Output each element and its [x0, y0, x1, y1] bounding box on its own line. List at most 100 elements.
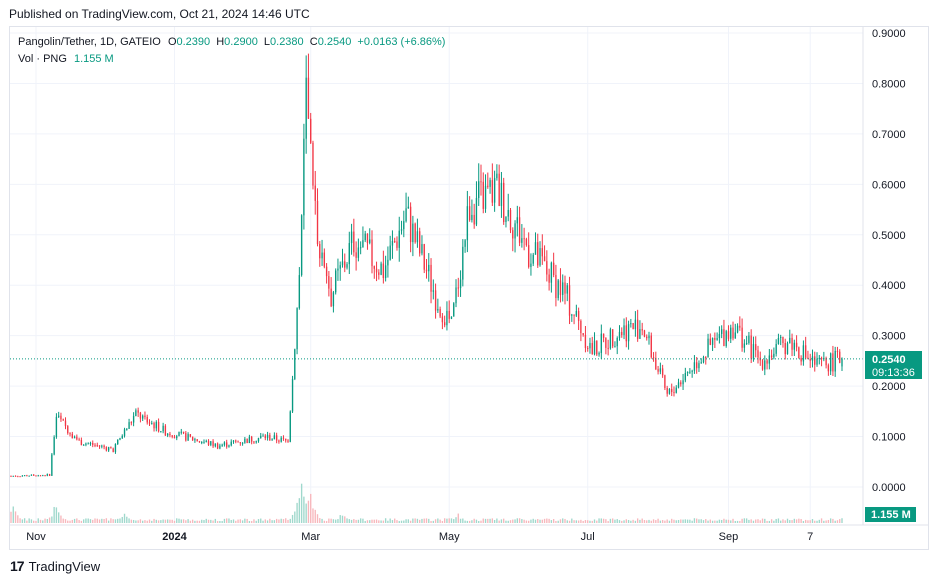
candle-body	[634, 319, 637, 330]
candle-body	[235, 440, 237, 442]
volume-bar	[689, 519, 691, 523]
volume-bar	[60, 515, 62, 523]
candle-body	[691, 370, 693, 372]
volume-bar	[820, 518, 823, 523]
volume-bar	[282, 519, 285, 523]
candle-body	[809, 359, 811, 361]
candle-body	[139, 412, 142, 419]
time-tick-label: Jul	[581, 531, 595, 543]
volume-bar	[407, 519, 410, 523]
candle-body	[446, 310, 448, 326]
candle-body	[618, 331, 621, 339]
volume-bar	[639, 519, 641, 523]
volume-bar	[641, 518, 643, 523]
candle-body	[611, 329, 614, 347]
candle-body	[82, 444, 85, 446]
volume-bar	[273, 520, 276, 523]
volume-bar	[289, 518, 291, 523]
candle-body	[548, 274, 550, 283]
candle-body	[487, 185, 489, 187]
candle-body	[673, 392, 675, 394]
candle-body	[602, 333, 605, 338]
legend-symbol[interactable]: Pangolin/Tether, 1D, GATEIO	[18, 36, 161, 48]
candle-body	[727, 331, 730, 339]
volume-bar	[802, 521, 805, 523]
candle-body	[280, 437, 282, 442]
chart-frame[interactable]	[9, 26, 929, 550]
volume-bar	[723, 518, 725, 523]
price-tick-label: 0.3000	[872, 331, 906, 343]
candle-body	[507, 209, 509, 217]
volume-label[interactable]: Vol · PNG	[18, 53, 67, 65]
volume-bar	[366, 520, 369, 523]
volume-bar	[448, 518, 450, 523]
volume-bar	[71, 519, 73, 523]
volume-bar	[260, 518, 262, 523]
volume-bar	[707, 520, 709, 523]
volume-bar	[294, 511, 296, 523]
candle-body	[725, 331, 727, 346]
candle-body	[489, 180, 491, 187]
volume-bar	[103, 519, 105, 523]
volume-bar	[518, 518, 521, 523]
candle-body	[332, 292, 335, 307]
volume-bar	[412, 518, 414, 523]
candle-body	[655, 357, 657, 370]
volume-bar	[768, 520, 771, 523]
volume-bar	[135, 520, 137, 523]
candle-body	[568, 285, 571, 316]
volume-bar	[716, 520, 718, 523]
volume-bar	[636, 518, 639, 523]
candle-body	[534, 242, 537, 255]
volume-bar	[35, 520, 37, 523]
volume-bar	[375, 519, 378, 523]
volume-badge: 1.155 M	[865, 507, 916, 522]
candle-body	[557, 280, 559, 299]
volume-bar	[800, 519, 802, 523]
volume-bar	[262, 520, 264, 523]
candle-body	[720, 329, 723, 334]
volume-bar	[287, 519, 289, 523]
candle-body	[566, 285, 568, 294]
candle-body	[103, 445, 105, 448]
candle-body	[312, 142, 314, 186]
volume-bar	[310, 493, 312, 523]
candle-body	[589, 343, 591, 349]
candle-body	[829, 353, 832, 372]
candle-body	[689, 371, 691, 373]
volume-bar	[160, 520, 162, 523]
volume-bar	[198, 520, 201, 523]
volume-bar	[300, 483, 303, 523]
candle-body	[666, 387, 668, 394]
candle-body	[371, 239, 373, 267]
volume-bar	[419, 519, 421, 523]
candle-body	[600, 333, 603, 354]
footer-brand[interactable]: 17 TradingView	[10, 558, 100, 574]
volume-bar	[627, 520, 630, 523]
candle-body	[780, 336, 782, 338]
volume-bar	[575, 520, 578, 523]
candle-body	[294, 349, 296, 380]
volume-bar	[611, 518, 614, 523]
volume-bar	[839, 519, 841, 523]
candle-body	[580, 320, 582, 334]
volume-bar	[739, 520, 741, 523]
volume-bar	[457, 513, 459, 523]
candle-body	[212, 441, 214, 447]
volume-bar	[14, 511, 17, 523]
candle-body	[636, 319, 639, 339]
volume-bar	[473, 518, 475, 523]
volume-bar	[818, 519, 820, 523]
volume-bar	[182, 519, 185, 523]
candle-body	[802, 345, 805, 362]
candle-body	[671, 388, 673, 393]
volume-bar	[85, 518, 87, 523]
candle-body	[641, 329, 643, 331]
candle-body	[555, 274, 557, 299]
price-tick-label: 0.8000	[872, 78, 906, 90]
candle-body	[319, 244, 321, 259]
candle-body	[537, 242, 539, 266]
candle-body	[484, 185, 487, 209]
candle-body	[743, 343, 746, 348]
